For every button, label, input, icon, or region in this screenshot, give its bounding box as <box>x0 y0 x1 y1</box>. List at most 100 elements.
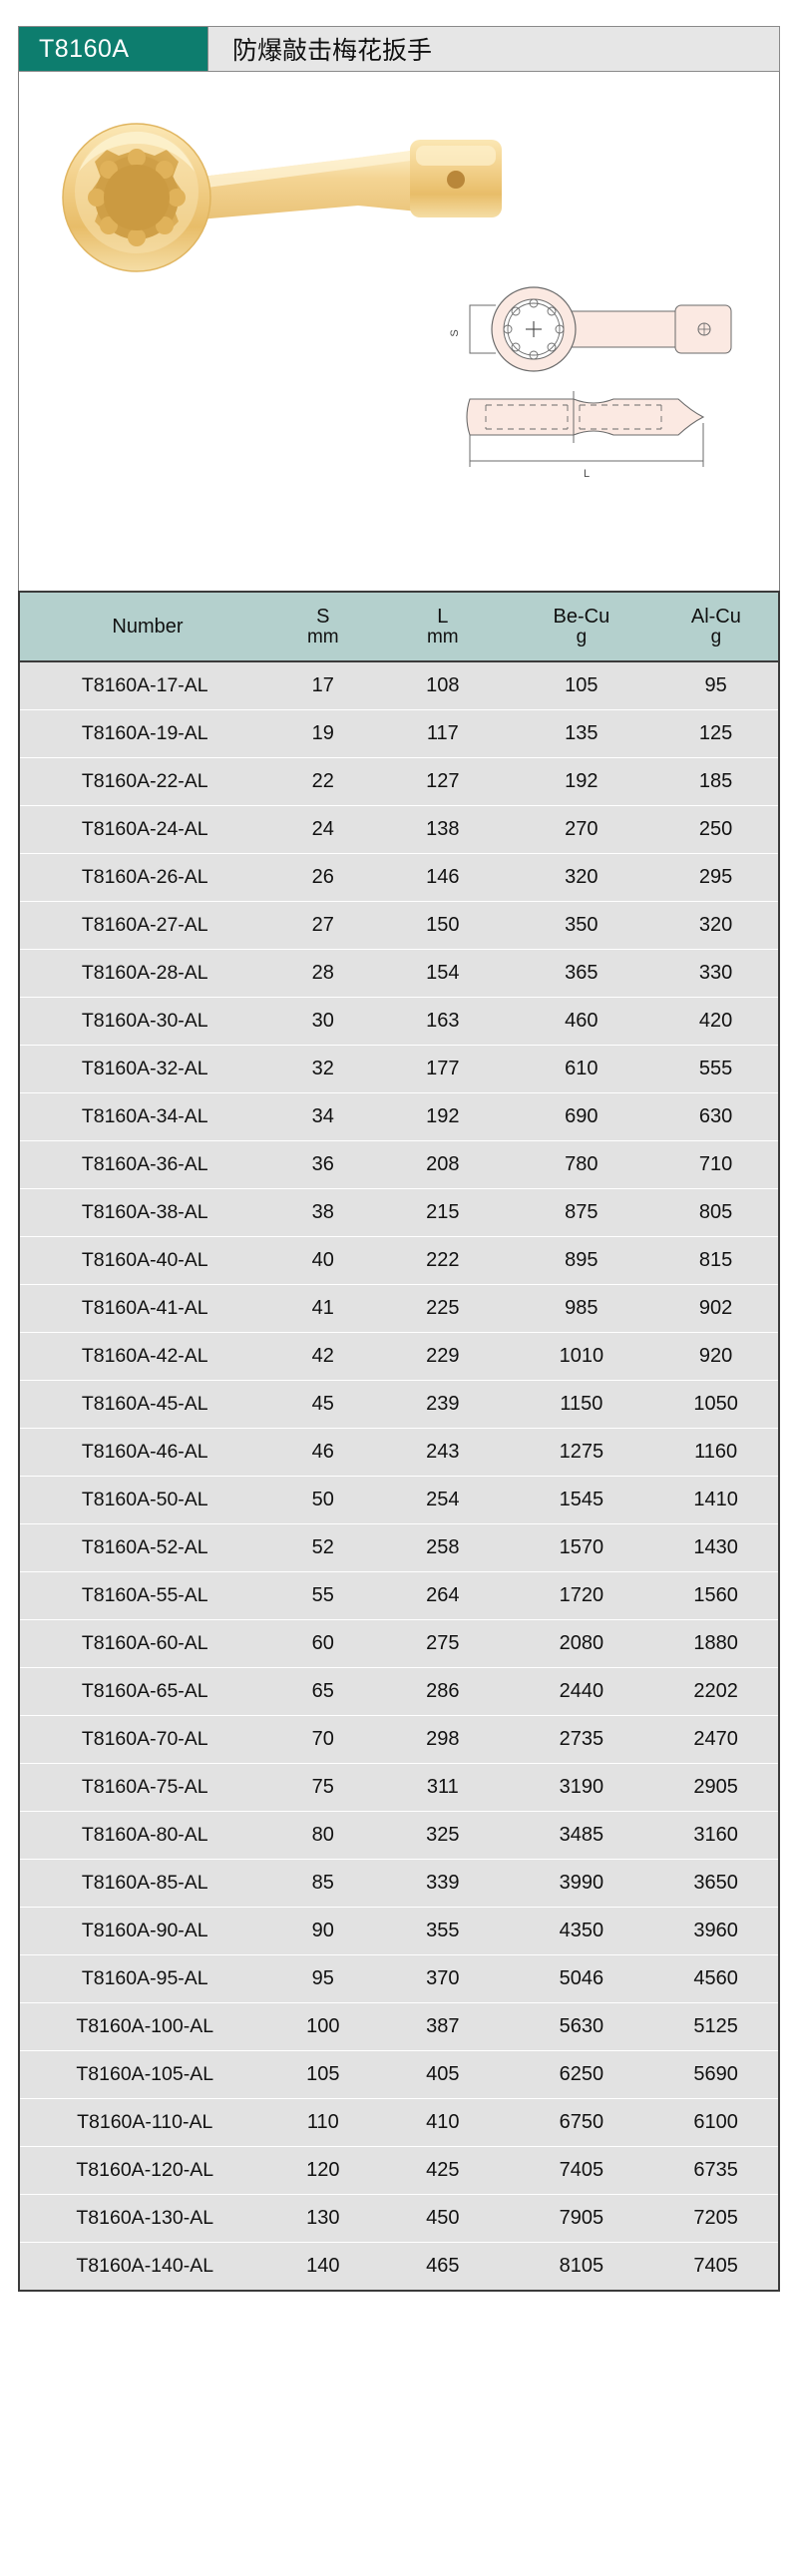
cell-l: 355 <box>376 1907 510 1955</box>
cell-alcu: 5690 <box>653 2050 779 2099</box>
cell-number: T8160A-40-AL <box>19 1236 270 1285</box>
cell-number: T8160A-65-AL <box>19 1667 270 1716</box>
cell-alcu: 95 <box>653 661 779 710</box>
cell-alcu: 250 <box>653 805 779 854</box>
column-header-number: Number <box>18 592 270 662</box>
column-header-s: S mm <box>268 592 377 662</box>
cell-becu: 6750 <box>509 2098 654 2147</box>
cell-alcu: 902 <box>653 1284 779 1333</box>
table-row: T8160A-120-AL 120 425 7405 6735 <box>19 2146 779 2195</box>
cell-l: 225 <box>376 1284 510 1333</box>
cell-l: 311 <box>376 1763 510 1812</box>
cell-s: 75 <box>269 1763 377 1812</box>
cell-number: T8160A-28-AL <box>19 949 270 998</box>
column-header-s-unit: mm <box>306 626 339 647</box>
cell-alcu: 1160 <box>653 1428 779 1477</box>
cell-s: 36 <box>269 1140 377 1189</box>
cell-l: 254 <box>376 1476 510 1524</box>
cell-becu: 1275 <box>509 1428 654 1477</box>
cell-alcu: 1560 <box>653 1571 779 1620</box>
product-photo <box>59 102 578 281</box>
striking-box-wrench-illustration <box>62 123 502 272</box>
cell-l: 450 <box>376 2194 510 2243</box>
cell-s: 41 <box>269 1284 377 1333</box>
cell-alcu: 295 <box>653 853 779 902</box>
cell-number: T8160A-70-AL <box>19 1715 270 1764</box>
cell-becu: 8105 <box>509 2242 654 2292</box>
table-row: T8160A-41-AL 41 225 985 902 <box>19 1284 779 1333</box>
cell-s: 32 <box>269 1045 377 1093</box>
cell-l: 264 <box>376 1571 510 1620</box>
cell-number: T8160A-110-AL <box>19 2098 270 2147</box>
cell-number: T8160A-19-AL <box>19 709 270 758</box>
cell-becu: 320 <box>509 853 654 902</box>
spec-table-body: T8160A-17-AL 17 108 105 95 T8160A-19-AL 19 117 1… <box>19 661 779 2292</box>
technical-drawings: S <box>424 281 753 491</box>
cell-becu: 690 <box>509 1092 654 1141</box>
cell-number: T8160A-60-AL <box>19 1619 270 1668</box>
cell-alcu: 710 <box>653 1140 779 1189</box>
cell-s: 22 <box>269 757 377 806</box>
cell-becu: 365 <box>509 949 654 998</box>
cell-becu: 270 <box>509 805 654 854</box>
cell-s: 38 <box>269 1188 377 1237</box>
cell-becu: 192 <box>509 757 654 806</box>
cell-alcu: 2905 <box>653 1763 779 1812</box>
cell-s: 95 <box>269 1954 377 2003</box>
table-row: T8160A-34-AL 34 192 690 630 <box>19 1092 779 1141</box>
table-row: T8160A-19-AL 19 117 135 125 <box>19 709 779 758</box>
illustration-area: S <box>18 72 780 591</box>
cell-alcu: 3960 <box>653 1907 779 1955</box>
cell-number: T8160A-46-AL <box>19 1428 270 1477</box>
table-row: T8160A-46-AL 46 243 1275 1160 <box>19 1428 779 1477</box>
cell-alcu: 3650 <box>653 1859 779 1908</box>
spec-table-head: Number S mm L mm Be-Cu g Al- <box>18 592 779 662</box>
cell-number: T8160A-100-AL <box>19 2002 270 2051</box>
cell-alcu: 1050 <box>653 1380 779 1429</box>
cell-becu: 780 <box>509 1140 654 1189</box>
cell-l: 108 <box>376 661 510 710</box>
table-row: T8160A-17-AL 17 108 105 95 <box>19 661 779 710</box>
cell-l: 117 <box>376 709 510 758</box>
table-row: T8160A-85-AL 85 339 3990 3650 <box>19 1859 779 1908</box>
cell-becu: 5630 <box>509 2002 654 2051</box>
cell-l: 405 <box>376 2050 510 2099</box>
cell-becu: 1150 <box>509 1380 654 1429</box>
cell-becu: 895 <box>509 1236 654 1285</box>
cell-s: 100 <box>269 2002 377 2051</box>
cell-s: 26 <box>269 853 377 902</box>
cell-becu: 460 <box>509 997 654 1046</box>
cell-number: T8160A-130-AL <box>19 2194 270 2243</box>
cell-s: 50 <box>269 1476 377 1524</box>
top-view-svg: S <box>449 286 732 372</box>
cell-l: 154 <box>376 949 510 998</box>
cell-number: T8160A-85-AL <box>19 1859 270 1908</box>
cell-becu: 2735 <box>509 1715 654 1764</box>
cell-l: 208 <box>376 1140 510 1189</box>
table-row: T8160A-75-AL 75 311 3190 2905 <box>19 1763 779 1812</box>
cell-l: 339 <box>376 1859 510 1908</box>
cell-s: 30 <box>269 997 377 1046</box>
cell-s: 130 <box>269 2194 377 2243</box>
cell-number: T8160A-41-AL <box>19 1284 270 1333</box>
cell-number: T8160A-32-AL <box>19 1045 270 1093</box>
cell-alcu: 125 <box>653 709 779 758</box>
table-row: T8160A-28-AL 28 154 365 330 <box>19 949 779 998</box>
cell-s: 17 <box>269 661 377 710</box>
cell-becu: 875 <box>509 1188 654 1237</box>
cell-s: 24 <box>269 805 377 854</box>
table-row: T8160A-52-AL 52 258 1570 1430 <box>19 1523 779 1572</box>
cell-l: 298 <box>376 1715 510 1764</box>
table-row: T8160A-24-AL 24 138 270 250 <box>19 805 779 854</box>
cell-l: 387 <box>376 2002 510 2051</box>
cell-alcu: 555 <box>653 1045 779 1093</box>
cell-alcu: 3160 <box>653 1811 779 1860</box>
column-header-l: L mm <box>375 592 510 662</box>
cell-s: 34 <box>269 1092 377 1141</box>
spec-table-wrap: Number S mm L mm Be-Cu g Al- <box>18 591 780 2312</box>
cell-number: T8160A-52-AL <box>19 1523 270 1572</box>
table-row: T8160A-70-AL 70 298 2735 2470 <box>19 1715 779 1764</box>
cell-number: T8160A-55-AL <box>19 1571 270 1620</box>
cell-becu: 350 <box>509 901 654 950</box>
dimension-label-l: L <box>584 468 590 480</box>
